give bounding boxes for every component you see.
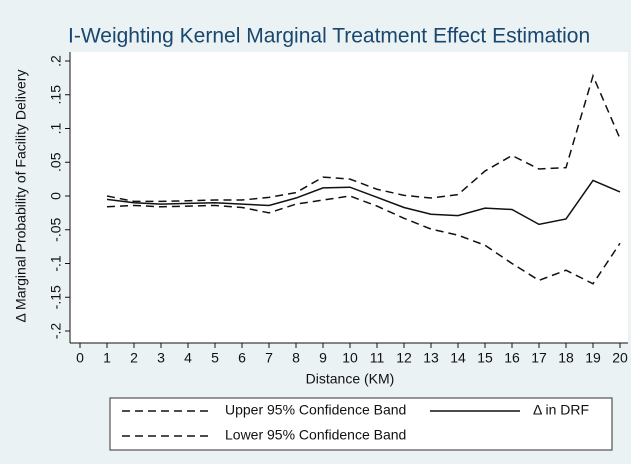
x-tick-label: 13 bbox=[423, 350, 439, 366]
x-tick-label: 10 bbox=[342, 350, 358, 366]
series-line bbox=[106, 179, 621, 226]
series-line bbox=[106, 195, 621, 285]
x-tick-label: 4 bbox=[184, 350, 192, 366]
legend bbox=[109, 397, 613, 451]
x-tick-label: 6 bbox=[238, 350, 246, 366]
x-tick-label: 7 bbox=[265, 350, 273, 366]
x-axis-label: Distance (KM) bbox=[306, 371, 395, 387]
x-tick-label: 3 bbox=[157, 350, 165, 366]
x-tick-label: 12 bbox=[396, 350, 412, 366]
y-tick-label: -.2 bbox=[48, 323, 64, 340]
y-tick-label: .05 bbox=[48, 152, 64, 172]
legend-label: Upper 95% Confidence Band bbox=[225, 402, 406, 418]
x-tick-label: 1 bbox=[103, 350, 111, 366]
x-tick-label: 2 bbox=[130, 350, 138, 366]
x-tick-label: 20 bbox=[612, 350, 628, 366]
x-tick-label: 19 bbox=[585, 350, 601, 366]
x-tick-label: 11 bbox=[370, 350, 385, 366]
chart-title: I-Weighting Kernel Marginal Treatment Ef… bbox=[68, 25, 590, 48]
y-tick-label: .2 bbox=[48, 55, 64, 67]
x-tick-label: 18 bbox=[558, 350, 574, 366]
plot-area bbox=[70, 52, 628, 343]
y-tick-label: .1 bbox=[48, 122, 64, 134]
y-tick-label: 0 bbox=[48, 192, 64, 200]
x-tick-label: 14 bbox=[450, 350, 466, 366]
y-axis-label: Δ Marginal Probability of Facility Deliv… bbox=[13, 70, 29, 323]
x-tick-label: 16 bbox=[504, 350, 520, 366]
x-tick-label: 0 bbox=[76, 350, 84, 366]
series-line bbox=[106, 73, 621, 203]
x-tick-label: 17 bbox=[531, 350, 547, 366]
y-tick-label: -.1 bbox=[48, 255, 64, 272]
x-tick-label: 9 bbox=[319, 350, 327, 366]
x-tick-label: 8 bbox=[292, 350, 300, 366]
legend-label: Lower 95% Confidence Band bbox=[225, 427, 406, 443]
y-tick-label: -.05 bbox=[48, 217, 64, 241]
y-tick-label: .15 bbox=[48, 85, 64, 105]
x-tick-label: 15 bbox=[477, 350, 493, 366]
legend-label: Δ in DRF bbox=[533, 402, 589, 418]
y-tick-label: -.15 bbox=[48, 285, 64, 309]
x-tick-label: 5 bbox=[211, 350, 219, 366]
